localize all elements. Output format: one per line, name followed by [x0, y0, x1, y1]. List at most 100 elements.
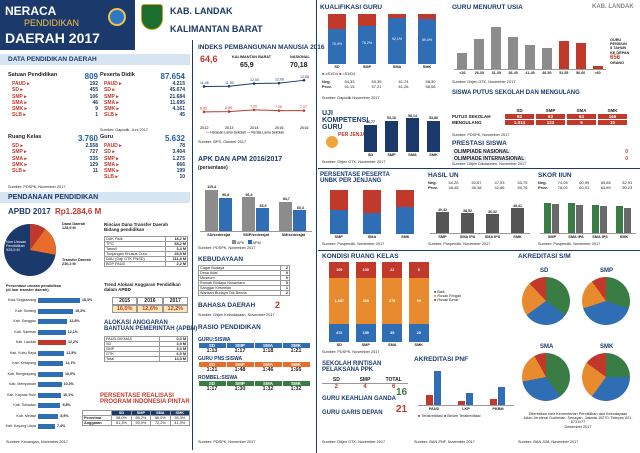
kebudayaan-row: Warisan Budaya Tak Benda 2 — [197, 290, 290, 296]
hasil-bar-chart: 40,42 38,52 36,32 48,41 — [430, 196, 530, 234]
rasio-value: 1:18 — [262, 348, 274, 354]
rasio-col-header: SMA — [254, 381, 282, 386]
peringkat-label: Kab. Kapuas Hulu — [7, 392, 36, 397]
peringkat-label: Kab. Sambas — [14, 329, 36, 334]
rasio-col-header: SMP — [226, 362, 254, 367]
ruang-row-value: 727 — [89, 149, 98, 156]
peringkat-value: 11,5% — [66, 350, 77, 355]
apk-chart-value-label: 84,7 — [282, 197, 290, 202]
usia-category-label: 36-40 — [508, 71, 518, 75]
trend-title: Trend Alokasi Anggaran Pendidikan dalam … — [104, 282, 181, 293]
hasil-source: Sumber: Puspendik, November 2017 — [428, 242, 491, 246]
guru-row-label: SMA ▸ — [104, 161, 119, 168]
usia-category-label: 31-35 — [491, 71, 501, 75]
usia-bar — [541, 48, 552, 69]
peringkat-row: Kab. Sekadau 9,8% — [4, 401, 96, 412]
guru-row-label: SD ▸ — [104, 149, 115, 156]
garis-source: Sumber: Ditjen GTK, November 2017 — [322, 440, 386, 444]
hasil-chart-bar — [485, 214, 499, 233]
ukg-chart-bar — [426, 120, 440, 152]
pnf-bar-terakreditasi — [490, 399, 497, 405]
unbk-category-label: SMA — [367, 235, 377, 239]
kualifikasi-bar-upper — [328, 28, 346, 64]
rasio-value-row: 1:17 1:30 1:32 1:32 — [198, 386, 310, 392]
satuan-row-value: 192 — [89, 81, 98, 87]
peserta-block: Peserta Didik 87.654 PAUD ▸ 4.215 SD ▸ 45.67… — [100, 72, 185, 119]
apk-chart-category-label: SMP/sederajat — [243, 233, 269, 237]
ppk-col-header: TOTAL — [379, 377, 409, 384]
hasil-chart-bar — [510, 208, 524, 233]
kualifikasi-row-label: Neg. — [322, 79, 331, 84]
title-line2: PENDIDIKAN — [24, 18, 80, 28]
rasio-col-header: SMA — [254, 343, 282, 348]
ruang-row: SMK ▸ 129 — [8, 162, 98, 168]
skor-bar — [600, 205, 607, 233]
peringkat-value: 11,1% — [65, 361, 76, 365]
trend-year: 2017 — [162, 297, 188, 305]
kondisi-segment-label: 159 — [362, 331, 369, 336]
peringkat-value: 10,1% — [63, 392, 74, 397]
ruang-row-label: SMP ▸ — [12, 149, 27, 156]
kondisi-segment — [329, 324, 350, 342]
peringkat-chart: Kota Singkawang 18,3% Kab. Sintang 15,3% Kab… — [4, 296, 96, 433]
putus-cell: 123 — [536, 120, 565, 125]
kualifikasi-row-value: 59,35 — [371, 79, 382, 84]
ppk-col-header: SD — [322, 377, 351, 384]
kondisi-segment — [355, 278, 376, 325]
kondisi-segment-label: 1.887 — [334, 299, 344, 304]
skor-rows: Neg. 74,05 60,99 65,85 52,91 Prov. 76,02 60,91 6… — [538, 180, 638, 190]
guru-row: SLB ▸ 10 — [100, 174, 185, 180]
bahasa-label: BAHASA DAERAH — [198, 302, 256, 309]
satuan-row-label: SMK ▸ — [12, 106, 28, 112]
peringkat-bar — [38, 403, 61, 408]
ppk-value: 4 — [363, 384, 367, 390]
kualifikasi-category-label: SMK — [422, 65, 432, 69]
ukg-chart-value-label: 58,14 — [408, 113, 417, 118]
peringkat-row: Kab. Landak 12,2% — [4, 338, 96, 349]
usia-title: GURU MENURUT USIA — [452, 4, 523, 11]
skor-bar — [592, 204, 599, 233]
kualifikasi-row-value: 58,30 — [425, 79, 436, 84]
ipm-value: 64,6 — [200, 54, 218, 64]
usia-source: Sumber: Dirjen GTK, November 2017 — [452, 80, 516, 84]
apk-title: APK DAN APM 2016/2017 — [198, 156, 283, 163]
hasil-rows-row-label: Neg. — [428, 180, 437, 185]
kualifikasi-row-value: 58,08 — [425, 84, 436, 89]
pnf-categories: PAUD LKP PKBM — [418, 407, 514, 411]
pnf-bar-belum — [498, 387, 505, 405]
peringkat-label: Kab. Landak — [15, 340, 36, 344]
peringkat-value: 12,2% — [68, 340, 79, 344]
apbd-value: Rp1.284,6 M — [55, 207, 102, 216]
kondisi-segment-label: 35 — [390, 331, 395, 336]
ipm-harapan-line-point — [302, 79, 306, 82]
putus-col-header: SMA — [576, 108, 587, 113]
peringkat-row: Kab. Sanggau 12,8% — [4, 317, 96, 328]
guru-block: Guru 5.632 PAUD ▸ 78 SD ▸ 3.404 SMP ▸ 1.275 SMA… — [100, 134, 185, 181]
apk-subtitle: (persentase) — [198, 165, 228, 171]
keahlian-label: GURU KEAHLIAN GANDA — [322, 396, 396, 402]
ppk-col-header: SMP — [350, 377, 380, 384]
putus-row: PUTUS SEKOLAH 92 63 63 165 — [452, 114, 628, 119]
peringkat-value: 10,9% — [65, 371, 76, 376]
satuan-row: SD ▸ 455 — [8, 87, 98, 93]
ruang-row-label: SMK ▸ — [12, 161, 28, 168]
rasio-value: 1:17 — [234, 348, 246, 354]
skor-bar — [624, 207, 631, 233]
pip-cell: 41,9% — [169, 420, 191, 426]
rasio-group-title: GURU:SISWA — [198, 337, 231, 343]
apbd-label: APBD 2017 — [8, 207, 51, 216]
pie-slice-dana-daerah — [30, 224, 46, 250]
prestasi-row2-value: 0 — [625, 156, 628, 162]
usia-category-label: 26-30 — [474, 71, 484, 75]
skor-bar-chart — [540, 196, 636, 234]
apk-legend: APK APM — [232, 240, 261, 245]
ipm-harapan-line-point — [202, 85, 206, 88]
unbk-category-label: SMP — [334, 235, 343, 239]
ukg-source: Sumber: Dirjen GTK, November 2017 — [322, 160, 386, 164]
rincian-row: BOP PAUD 2,2 M — [104, 261, 189, 267]
ipm-rerata-line-point — [252, 108, 256, 112]
kondisi-segment — [382, 262, 403, 278]
kualifikasi-row-value: 54,33 — [344, 79, 355, 84]
rasio-source: Sumber: PDSPK, November 2017 — [198, 440, 256, 444]
skor-category-label: SMA IPS — [592, 235, 608, 239]
